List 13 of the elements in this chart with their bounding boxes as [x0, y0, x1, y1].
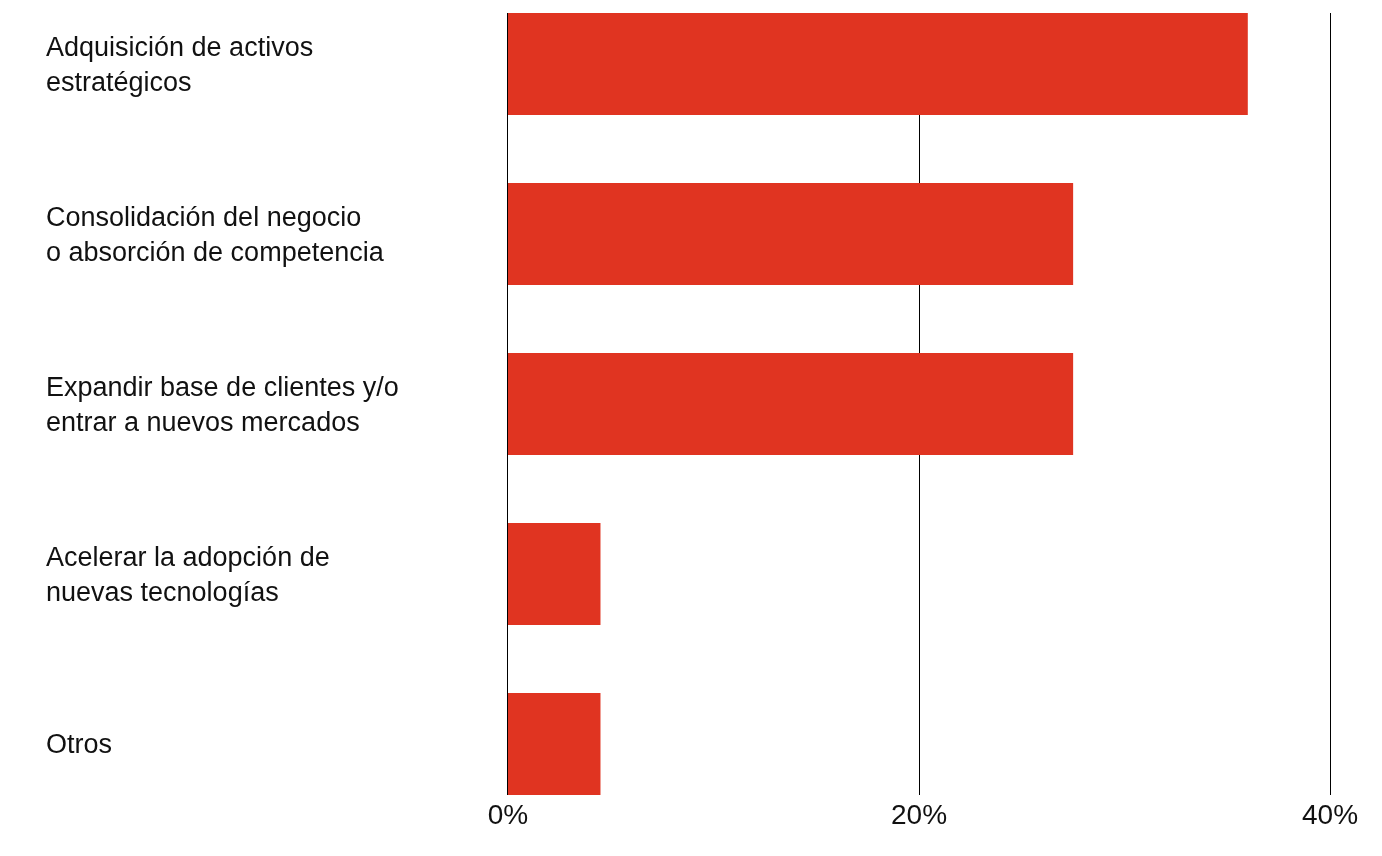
y-tick-label: Acelerar la adopción de nuevas tecnologías	[46, 542, 330, 608]
y-tick-label: Expandir base de clientes y/o entrar a nuevos mercados	[46, 372, 399, 438]
bar	[508, 13, 1248, 115]
y-tick-label: Consolidación del negocio o absorción de competencia	[46, 202, 385, 268]
bar	[508, 353, 1074, 455]
x-tick-label: 20%	[890, 799, 948, 830]
x-tick-label: 0%	[487, 799, 529, 830]
x-tick-label: 40%	[1301, 799, 1359, 830]
y-tick-label: Otros	[46, 729, 113, 759]
bar	[508, 693, 601, 795]
y-tick-label: Adquisición de activos estratégicos	[46, 32, 314, 98]
bar	[508, 183, 1074, 285]
bar	[508, 523, 601, 625]
